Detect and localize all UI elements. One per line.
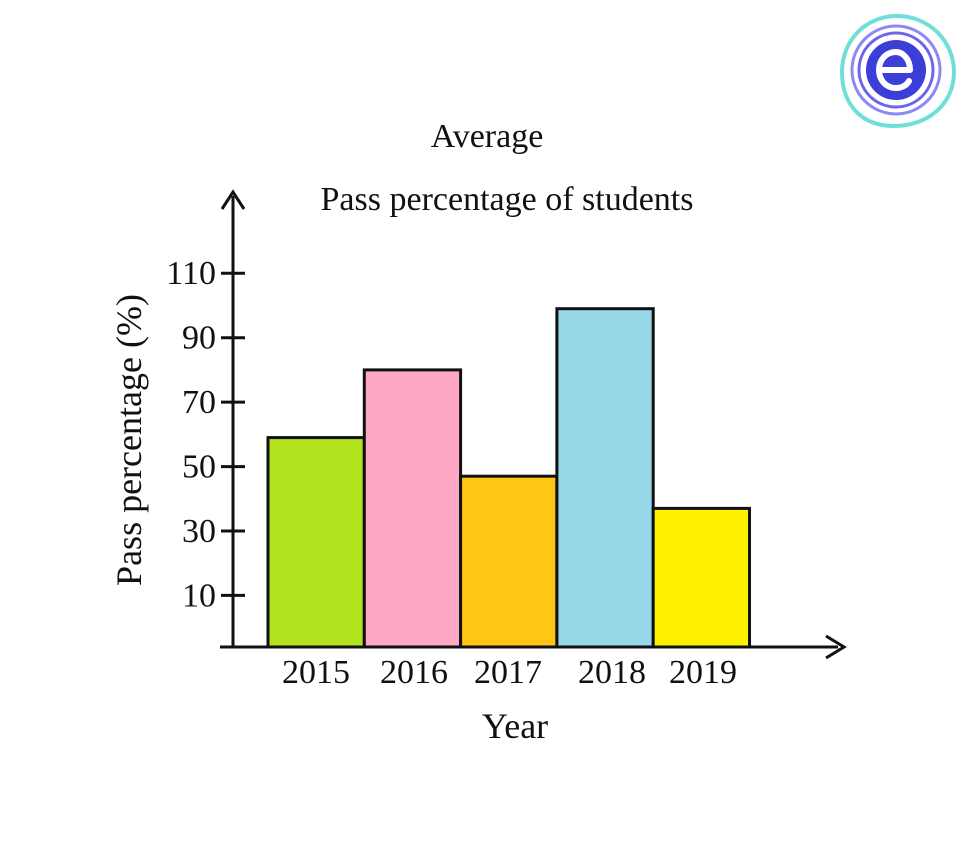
bar-2019 bbox=[651, 506, 752, 649]
bar-2018 bbox=[555, 307, 655, 649]
x-axis-arrow bbox=[825, 634, 847, 660]
x-tick-labels-group: 2015 2016 2017 2018 2019 bbox=[282, 654, 737, 691]
logo-swirl-ring-inner bbox=[857, 31, 935, 109]
y-tick-label-10: 10 bbox=[182, 577, 216, 614]
x-tick-label-2015: 2015 bbox=[282, 654, 350, 691]
x-tick-label-2018: 2018 bbox=[578, 654, 646, 691]
logo-letter-e bbox=[876, 49, 913, 91]
logo-outer-ring bbox=[839, 13, 957, 129]
logo-swirl-ring bbox=[850, 24, 942, 116]
x-tick-label-2016: 2016 bbox=[380, 654, 448, 691]
bar-2017 bbox=[459, 474, 559, 649]
x-axis-label: Year bbox=[482, 706, 548, 746]
y-ticks-group: 10 30 50 70 90 110 bbox=[166, 255, 245, 614]
y-axis-arrow bbox=[220, 189, 246, 210]
bar-2016 bbox=[362, 368, 463, 649]
y-tick-label-30: 30 bbox=[182, 513, 216, 550]
bar-2015 bbox=[266, 436, 366, 649]
y-tick-label-110: 110 bbox=[166, 255, 216, 292]
y-tick-label-90: 90 bbox=[182, 320, 216, 357]
embibe-logo-icon: e bbox=[839, 13, 957, 129]
y-tick-label-50: 50 bbox=[182, 449, 216, 486]
chart-title: Average bbox=[431, 118, 544, 155]
x-tick-label-2019: 2019 bbox=[669, 654, 737, 691]
bars-group bbox=[266, 307, 752, 649]
chart-subtitle: Pass percentage of students bbox=[321, 181, 694, 218]
y-axis-label: Pass percentage (%) bbox=[109, 294, 149, 586]
x-tick-label-2017: 2017 bbox=[474, 654, 542, 691]
y-tick-label-70: 70 bbox=[182, 384, 216, 421]
